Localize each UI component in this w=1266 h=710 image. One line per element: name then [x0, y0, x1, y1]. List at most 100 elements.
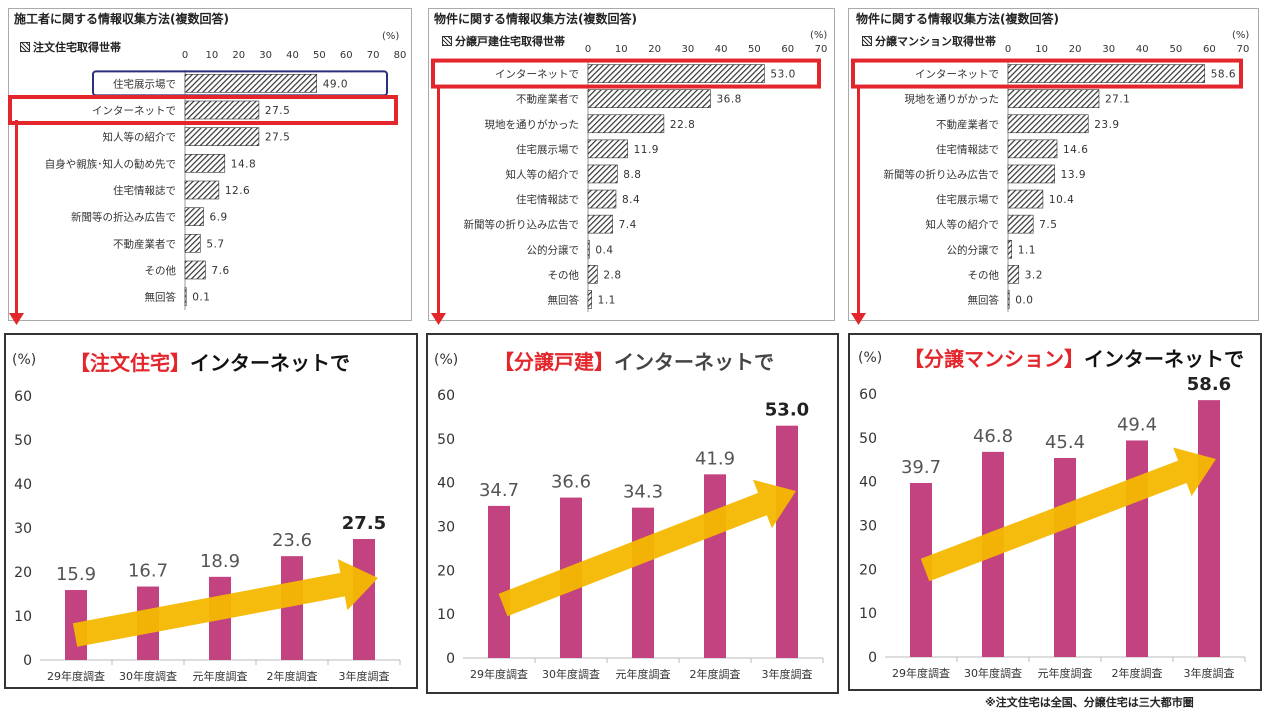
data-label: 27.5 [342, 513, 386, 534]
title-bracket: 【注文住宅】 [70, 351, 190, 375]
bar [1126, 440, 1148, 657]
data-label: 34.7 [479, 480, 519, 501]
category-label: その他 [145, 264, 177, 277]
bar [184, 287, 187, 306]
data-label: 16.7 [128, 561, 168, 582]
category-label: 新聞等の折り込み広告で [884, 168, 1000, 181]
x-tick-label: 60 [1203, 44, 1216, 55]
data-label: 1.1 [1018, 244, 1036, 256]
category-label: 無回答 [548, 293, 580, 306]
trend-arrow-icon [498, 479, 796, 617]
hatch-legend-icon [862, 36, 872, 46]
category-label: 新聞等の折込み広告で [71, 211, 176, 224]
category-label: 不動産業者で [936, 118, 999, 131]
title-bracket: 【分譲戸建】 [494, 350, 614, 374]
category-label: 自身や親族･知人の勧め先で [45, 157, 176, 170]
x-tick-label: 2年度調査 [267, 669, 318, 683]
category-label: 公的分譲で [947, 243, 1000, 256]
bar [587, 290, 592, 309]
y-tick-label: 0 [446, 651, 455, 667]
data-label: 10.4 [1049, 194, 1074, 206]
data-label: 27.5 [265, 132, 290, 144]
y-tick-label: 40 [14, 477, 32, 493]
category-label: 現地を通りがかった [485, 118, 580, 131]
unit-label: (%) [382, 31, 400, 42]
category-label: インターネットで [915, 69, 999, 81]
data-label: 53.0 [765, 400, 809, 421]
x-tick-label: 元年度調査 [193, 669, 248, 683]
data-label: 36.8 [716, 94, 741, 106]
bar [1007, 265, 1020, 284]
x-tick-label: 20 [232, 50, 245, 61]
x-tick-label: 30年度調査 [119, 669, 177, 683]
x-tick-label: 20 [648, 44, 661, 55]
trend-bar-chart-custom-built: 0 10 20 30 40 50 60 15.9 29年度調査 16.7 30年度調査 18.9 元年度… [14, 389, 401, 683]
category-label: 新聞等の折り込み広告で [464, 218, 580, 231]
x-tick-label: 70 [367, 50, 380, 61]
panel-subtitle: 分譲戸建住宅取得世帯 [442, 33, 565, 49]
highlight-box-red [8, 95, 398, 125]
bar [587, 189, 617, 209]
category-label: 無回答 [145, 291, 177, 304]
x-tick-label: 10 [1035, 44, 1048, 55]
panel-title: 物件に関する情報収集方法(複数回答) [856, 12, 1059, 26]
data-label: 14.6 [1063, 144, 1088, 156]
x-tick-label: 70 [815, 44, 828, 55]
y-tick-label: 0 [23, 653, 32, 669]
pointer-line [15, 120, 18, 315]
bar [184, 100, 260, 120]
x-tick-label: 29年度調査 [47, 669, 105, 683]
panel-subtitle-text: 注文住宅取得世帯 [33, 41, 121, 54]
y-tick-label: 30 [437, 520, 455, 536]
category-label: 住宅情報誌で [113, 184, 176, 197]
data-label: 45.4 [1045, 432, 1085, 453]
x-tick-label: 50 [313, 50, 326, 61]
category-label: 住宅情報誌で [516, 193, 579, 206]
y-tick-label: 60 [437, 388, 455, 404]
category-label: 住宅展示場で [936, 193, 999, 206]
x-tick-label: 0 [585, 44, 591, 55]
pointer-line [437, 87, 440, 315]
unit-label: (%) [858, 350, 883, 366]
bar [184, 154, 226, 173]
data-label: 7.4 [619, 219, 637, 231]
bar [184, 74, 317, 93]
category-label: 知人等の紹介で [926, 218, 1000, 231]
category-label: 住宅情報誌で [936, 143, 999, 156]
unit-label: (%) [1232, 30, 1250, 41]
title-rest: インターネットで [190, 351, 350, 375]
trend-arrow-icon [920, 447, 1216, 582]
horizontal-bar-chart-custom-built: 0 10 20 30 40 50 60 70 80 住宅展示場で 49.0 インターネットで 27.5 知… [8, 50, 406, 310]
bar [1007, 139, 1058, 159]
category-label: 不動産業者で [516, 93, 579, 106]
category-label: 知人等の紹介で [103, 131, 177, 144]
category-label: 公的分譲で [527, 243, 580, 256]
data-label: 13.9 [1061, 169, 1086, 181]
x-tick-label: 50 [1169, 44, 1182, 55]
y-tick-label: 30 [859, 519, 877, 535]
data-label: 2.8 [603, 269, 621, 281]
unit-label: (%) [12, 352, 37, 368]
x-tick-label: 10 [615, 44, 628, 55]
bar [1007, 64, 1206, 83]
x-tick-label: 60 [781, 44, 794, 55]
data-label: 49.0 [323, 78, 348, 90]
bar [587, 139, 628, 159]
category-label: その他 [968, 268, 1000, 281]
data-label: 0.1 [192, 292, 210, 304]
panel-title: 施工者に関する情報収集方法(複数回答) [14, 12, 229, 26]
unit-label: (%) [434, 352, 459, 368]
bar [1007, 214, 1034, 234]
x-tick-label: 元年度調査 [1038, 666, 1093, 680]
y-tick-label: 40 [437, 476, 455, 492]
data-label: 49.4 [1117, 414, 1157, 435]
pointer-line [857, 87, 860, 315]
y-tick-label: 40 [859, 475, 877, 491]
bar [1007, 114, 1089, 134]
data-label: 41.9 [695, 448, 735, 469]
bar [910, 482, 932, 657]
y-tick-label: 0 [868, 650, 877, 666]
bar [1054, 457, 1076, 657]
data-label: 34.3 [623, 482, 663, 503]
category-label: 住宅展示場で [113, 77, 176, 90]
